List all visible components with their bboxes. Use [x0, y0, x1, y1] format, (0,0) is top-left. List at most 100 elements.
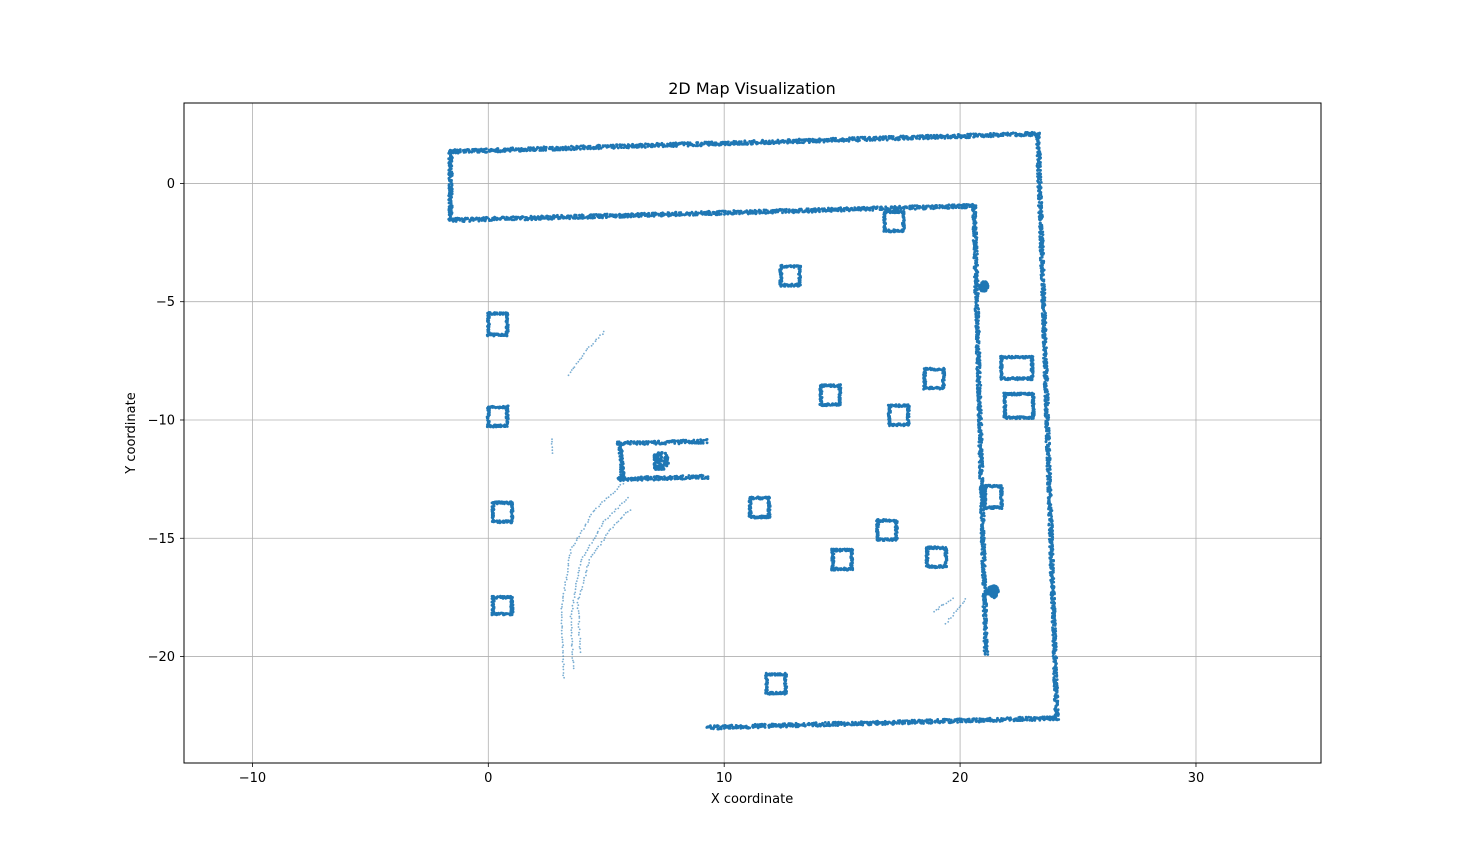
wall-point — [771, 725, 775, 728]
wall-point — [683, 141, 687, 145]
wall-point — [979, 457, 983, 460]
wall-point — [982, 601, 986, 605]
wall-point — [459, 150, 462, 154]
wall-point — [1050, 616, 1054, 620]
wall-point — [469, 219, 472, 222]
wall-point — [1040, 255, 1044, 259]
wall-point — [694, 210, 698, 214]
wall-point — [727, 726, 731, 730]
wall-point — [979, 490, 982, 494]
wall-point — [712, 725, 716, 728]
wall-point — [447, 209, 451, 212]
wall-point — [1039, 181, 1043, 184]
wall-point — [1050, 601, 1053, 604]
wall-point — [1043, 323, 1047, 327]
chart-title: 2D Map Visualization — [668, 79, 836, 98]
wall-point — [449, 180, 452, 183]
wall-point — [1047, 437, 1051, 441]
wall-point — [674, 141, 678, 145]
wall-point — [823, 721, 827, 724]
wall-point — [926, 133, 930, 137]
wall-point — [674, 212, 678, 216]
wall-point — [1055, 718, 1059, 722]
wall-point — [827, 723, 831, 726]
wall-point — [1052, 602, 1056, 606]
wall-point — [1050, 620, 1054, 624]
wall-point — [816, 138, 820, 142]
wall-point — [978, 410, 981, 414]
wall-point — [1038, 231, 1042, 235]
wall-point — [981, 594, 985, 598]
wall-point — [891, 722, 895, 726]
wall-point — [1052, 672, 1055, 676]
wall-point — [605, 212, 609, 216]
wall-point — [467, 149, 471, 153]
wall-point — [450, 206, 453, 210]
wall-point — [972, 255, 976, 259]
wall-point — [558, 148, 562, 152]
wall-point — [723, 209, 727, 213]
wall-point — [633, 478, 637, 482]
wall-point — [992, 131, 996, 135]
wall-point — [602, 144, 606, 148]
wall-point — [817, 208, 821, 212]
wall-point — [975, 717, 978, 721]
wall-point — [1048, 468, 1052, 471]
wall-point — [479, 147, 483, 151]
wall-point — [1041, 330, 1045, 334]
wall-point — [954, 206, 958, 210]
wall-point — [450, 155, 453, 159]
wall-point — [932, 133, 936, 137]
wall-point — [946, 136, 950, 140]
wall-point — [632, 215, 636, 218]
wall-point — [991, 720, 995, 723]
wall-point — [969, 134, 972, 138]
wall-point — [561, 146, 565, 150]
wall-point — [1038, 197, 1041, 201]
wall-point — [653, 144, 657, 148]
wall-point — [842, 209, 846, 213]
wall-point — [926, 204, 930, 208]
wall-point — [614, 215, 618, 219]
wall-point — [1051, 563, 1055, 567]
wall-point — [885, 138, 889, 142]
wall-point — [477, 219, 481, 223]
wall-point — [977, 365, 981, 369]
wall-point — [979, 504, 983, 507]
wall-point — [748, 726, 752, 730]
wall-point — [544, 147, 548, 150]
obstacle-point — [501, 312, 505, 315]
wall-point — [1051, 559, 1055, 563]
wall-point — [1043, 384, 1047, 388]
wall-point — [914, 721, 917, 725]
wall-point — [1044, 354, 1047, 357]
wall-point — [625, 213, 629, 216]
wall-point — [450, 164, 454, 168]
wall-point — [984, 593, 987, 596]
wall-point — [447, 176, 451, 180]
obstacle-point — [495, 311, 499, 315]
wall-point — [666, 142, 669, 146]
wall-point — [1029, 131, 1033, 135]
wall-point — [719, 212, 723, 216]
wall-point — [594, 146, 598, 150]
wall-point — [1045, 398, 1048, 402]
wall-point — [1045, 358, 1048, 361]
wall-point — [1049, 715, 1052, 719]
wall-point — [981, 481, 984, 485]
wall-point — [773, 208, 777, 212]
wall-point — [619, 213, 623, 217]
wall-point — [751, 142, 754, 146]
wall-point — [705, 441, 709, 445]
wall-point — [1030, 134, 1034, 137]
wall-point — [811, 210, 814, 214]
wall-point — [642, 213, 645, 216]
wall-point — [652, 214, 656, 218]
wall-point — [975, 340, 979, 344]
wall-point — [977, 347, 981, 351]
wall-point — [854, 208, 858, 212]
wall-point — [599, 214, 602, 218]
wall-point — [1037, 141, 1041, 145]
wall-point — [972, 215, 976, 219]
wall-point — [528, 216, 531, 220]
